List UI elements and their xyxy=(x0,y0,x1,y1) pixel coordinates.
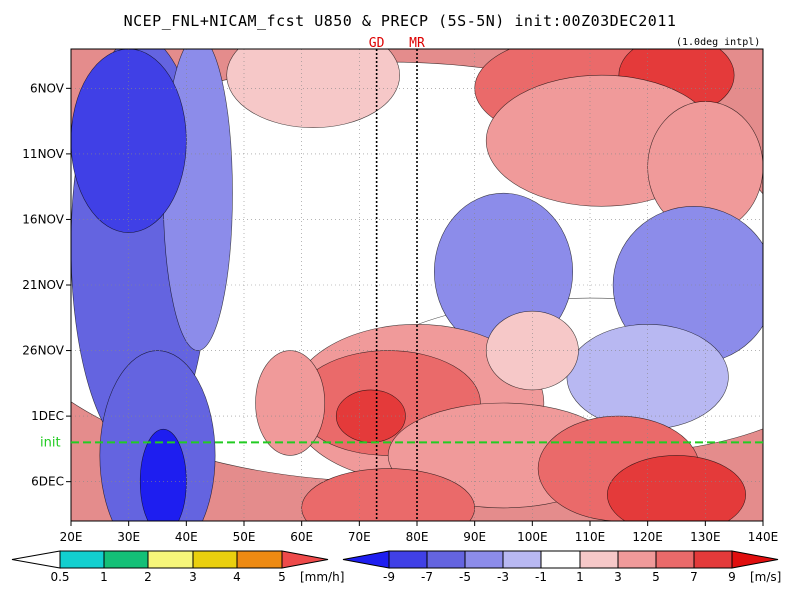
u850-swatch xyxy=(693,550,733,569)
x-tick-label: 30E xyxy=(117,530,140,544)
x-tick-label: 80E xyxy=(406,530,429,544)
u850-unit: [m/s] xyxy=(750,570,781,584)
precip-swatch xyxy=(147,550,194,569)
marker-label: GD xyxy=(369,36,385,51)
u850-patch xyxy=(301,468,475,521)
u850-tick-label: 1 xyxy=(576,570,584,584)
marker-label: MR xyxy=(409,36,425,51)
u850-tick-label: 9 xyxy=(728,570,736,584)
u850-swatch xyxy=(502,550,542,569)
u850-tick-label: -5 xyxy=(459,570,471,584)
precip-colorbar: 0.5 1 2 3 4 5 [mm/h] xyxy=(11,550,344,584)
u850-swatch xyxy=(342,550,390,569)
plot-area xyxy=(71,49,763,521)
x-tick-label: 60E xyxy=(290,530,313,544)
u850-patch xyxy=(255,350,326,456)
y-tick-label: 26NOV xyxy=(22,344,64,358)
u850-shading xyxy=(71,49,763,521)
x-tick-label: 120E xyxy=(632,530,663,544)
u850-tick-label: -9 xyxy=(383,570,395,584)
u850-tick-label: -7 xyxy=(421,570,433,584)
precip-tick-label: 3 xyxy=(189,570,197,584)
x-tick-label: 20E xyxy=(60,530,83,544)
u850-patch xyxy=(71,49,187,233)
u850-swatch xyxy=(579,550,619,569)
precip-tick-label: 0.5 xyxy=(50,570,69,584)
interpolation-note: (1.0deg intpl) xyxy=(676,37,761,48)
init-label: init xyxy=(40,435,61,450)
precip-swatch xyxy=(236,550,283,569)
x-tick-label: 130E xyxy=(690,530,721,544)
y-tick-label: 11NOV xyxy=(22,147,64,161)
y-tick-label: 1DEC xyxy=(31,409,64,423)
y-tick-label: 16NOV xyxy=(22,212,64,226)
u850-tick-label: 5 xyxy=(652,570,660,584)
precip-swatch xyxy=(192,550,238,569)
u850-tick-label: 7 xyxy=(690,570,698,584)
u850-swatch xyxy=(464,550,504,569)
u850-tick-label: -1 xyxy=(535,570,547,584)
precip-swatch xyxy=(59,550,105,569)
u850-swatch xyxy=(731,550,779,569)
precip-swatch xyxy=(281,550,329,569)
u850-swatch xyxy=(617,550,657,569)
u850-swatch xyxy=(426,550,466,569)
u850-patch xyxy=(607,455,746,521)
y-axis: 6NOV 11NOV 16NOV 21NOV 26NOV 1DEC 6DEC xyxy=(22,81,71,489)
u850-swatch xyxy=(655,550,695,569)
u850-patch xyxy=(335,389,406,443)
x-axis: 20E 30E 40E 50E 60E 70E 80E 90E 100E 110E 120E 130E… xyxy=(60,521,779,544)
precip-swatch xyxy=(11,550,61,569)
u850-tick-label: -3 xyxy=(497,570,509,584)
x-tick-label: 40E xyxy=(175,530,198,544)
u850-patch xyxy=(226,49,400,128)
x-tick-label: 50E xyxy=(233,530,256,544)
precip-tick-label: 2 xyxy=(144,570,152,584)
precip-unit: [mm/h] xyxy=(300,570,344,584)
u850-tick-label: 3 xyxy=(614,570,622,584)
x-tick-label: 100E xyxy=(517,530,548,544)
y-tick-label: 6NOV xyxy=(30,81,65,95)
x-tick-label: 110E xyxy=(575,530,606,544)
init-line: init xyxy=(40,435,763,450)
precip-tick-label: 1 xyxy=(100,570,108,584)
gridlines xyxy=(71,49,763,521)
precip-tick-label: 4 xyxy=(233,570,241,584)
precip-tick-label: 5 xyxy=(278,570,286,584)
x-tick-label: 90E xyxy=(463,530,486,544)
chart-title: NCEP_FNL+NICAM_fcst U850 & PRECP (5S-5N)… xyxy=(123,12,677,30)
x-tick-label: 70E xyxy=(348,530,371,544)
y-tick-label: 21NOV xyxy=(22,278,64,292)
x-tick-label: 140E xyxy=(748,530,779,544)
u850-swatch xyxy=(540,550,581,569)
u850-swatch xyxy=(388,550,428,569)
y-tick-label: 6DEC xyxy=(31,475,64,489)
precip-swatch xyxy=(103,550,149,569)
u850-patch xyxy=(485,310,579,391)
u850-colorbar: -9 -7 -5 -3 -1 1 3 5 7 9 [m/s] xyxy=(342,550,781,584)
